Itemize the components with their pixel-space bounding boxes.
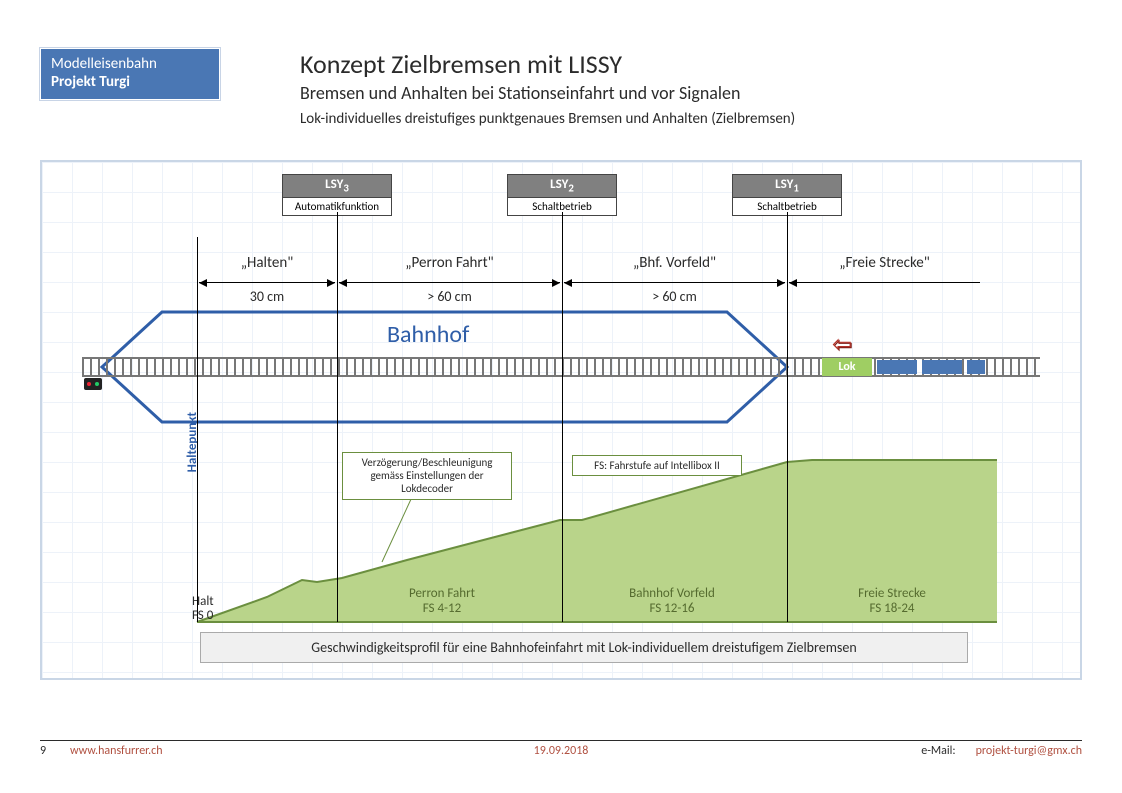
segment-distance: 30 cm xyxy=(197,288,337,305)
sensor-lsy2: LSY2Schaltbetrieb xyxy=(507,174,617,216)
footer-divider xyxy=(40,740,1082,741)
logo-line1: Modelleisenbahn xyxy=(51,55,209,73)
segment-arrow xyxy=(339,282,560,283)
wagon xyxy=(922,360,962,374)
footer-date: 19.09.2018 xyxy=(534,744,589,758)
zone-label: Freie StreckeFS 18-24 xyxy=(832,587,952,617)
segment-label: „Freie Strecke" xyxy=(791,254,978,272)
zone-label: Bahnhof VorfeldFS 12-16 xyxy=(612,587,732,617)
decoder-callout: Verzögerung/Beschleunigung gemäss Einste… xyxy=(342,452,512,500)
footer-url: www.hansfurrer.ch xyxy=(70,744,163,758)
segment-arrow xyxy=(199,282,335,283)
page-subtitle: Bremsen und Anhalten bei Stationseinfahr… xyxy=(300,82,795,104)
zone-label: Perron FahrtFS 4-12 xyxy=(382,587,502,617)
station-label: Bahnhof xyxy=(387,320,469,349)
segment-label: „Perron Fahrt" xyxy=(341,254,558,272)
page-subsubtitle: Lok-individuelles dreistufiges punktgena… xyxy=(300,110,795,128)
sensor-header: LSY3 xyxy=(282,174,392,198)
footer-email: projekt-turgi@gmx.ch xyxy=(976,744,1082,758)
segment-arrow xyxy=(564,282,785,283)
segment-distance: > 60 cm xyxy=(337,288,562,305)
signal-icon xyxy=(84,378,102,390)
vertical-marker xyxy=(562,212,563,622)
project-logo: Modelleisenbahn Projekt Turgi xyxy=(40,48,220,100)
page-number: 9 xyxy=(40,744,70,758)
direction-arrow-icon: ⇦ xyxy=(832,330,852,359)
logo-line2: Projekt Turgi xyxy=(51,73,209,91)
sensor-lsy1: LSY1Schaltbetrieb xyxy=(732,174,842,216)
profile-caption: Geschwindigkeitsprofil für eine Bahnhofe… xyxy=(200,632,968,663)
segment-arrow xyxy=(789,282,980,283)
sensor-header: LSY2 xyxy=(507,174,617,198)
vertical-marker xyxy=(337,212,338,622)
footer-email-label: e-Mail: xyxy=(921,744,955,758)
segment-distance: > 60 cm xyxy=(562,288,787,305)
locomotive: Lok xyxy=(822,358,872,376)
wagon xyxy=(967,360,985,374)
title-group: Konzept Zielbremsen mit LISSY Bremsen un… xyxy=(300,48,795,128)
page-title: Konzept Zielbremsen mit LISSY xyxy=(300,48,795,80)
sensor-header: LSY1 xyxy=(732,174,842,198)
segment-label: „Halten" xyxy=(201,254,333,272)
sensor-lsy3: LSY3Automatikfunktion xyxy=(282,174,392,216)
wagon xyxy=(877,360,917,374)
fs-callout: FS: Fahrstufe auf Intellibox II xyxy=(572,455,742,476)
vertical-marker xyxy=(787,212,788,622)
locomotive-label: Lok xyxy=(838,360,855,374)
halt-fs-label: HaltFS 0 xyxy=(192,595,214,624)
segment-label: „Bhf. Vorfeld" xyxy=(566,254,783,272)
footer: 9 www.hansfurrer.ch 19.09.2018 e-Mail: p… xyxy=(40,744,1082,758)
main-diagram: Bahnhof ⇦ Lok Haltepunkt Verzögerung/Bes… xyxy=(40,160,1082,680)
